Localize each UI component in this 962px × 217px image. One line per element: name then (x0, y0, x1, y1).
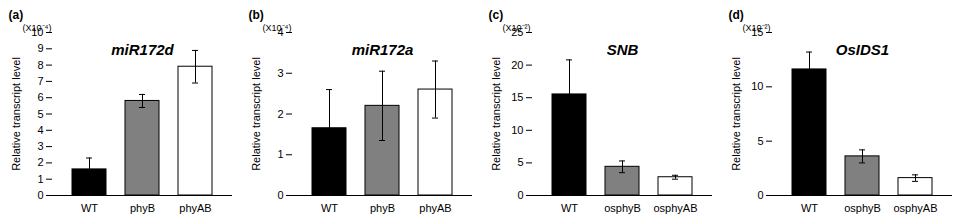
svg-text:(X10⁻⁴): (X10⁻⁴) (23, 23, 52, 33)
svg-text:5: 5 (517, 156, 523, 168)
svg-text:Relative transcript level: Relative transcript level (250, 57, 262, 171)
svg-text:Relative transcript level: Relative transcript level (10, 57, 22, 171)
svg-text:phyAB: phyAB (419, 202, 451, 214)
svg-text:phyAB: phyAB (179, 202, 211, 214)
svg-text:5: 5 (757, 135, 763, 147)
svg-text:7: 7 (37, 75, 43, 87)
svg-text:SNB: SNB (607, 41, 639, 58)
svg-text:Relative transcript level: Relative transcript level (490, 57, 502, 171)
svg-text:(X10⁻²): (X10⁻²) (503, 23, 531, 33)
svg-text:(a): (a) (9, 8, 24, 22)
svg-text:3: 3 (37, 140, 43, 152)
svg-text:osphyB: osphyB (604, 202, 641, 214)
svg-text:4: 4 (37, 124, 43, 136)
svg-text:9: 9 (37, 42, 43, 54)
svg-text:osphyAB: osphyAB (893, 202, 937, 214)
svg-text:WT: WT (321, 202, 338, 214)
svg-text:8: 8 (37, 59, 43, 71)
svg-text:15: 15 (511, 91, 523, 103)
svg-text:miR172a: miR172a (352, 41, 414, 58)
svg-text:2: 2 (37, 156, 43, 168)
svg-text:WT: WT (801, 202, 818, 214)
svg-text:10: 10 (511, 124, 523, 136)
svg-text:(c): (c) (489, 8, 504, 22)
svg-text:20: 20 (511, 59, 523, 71)
svg-text:0: 0 (277, 189, 283, 201)
svg-text:OsIDS1: OsIDS1 (836, 41, 889, 58)
svg-text:6: 6 (37, 91, 43, 103)
svg-text:Relative transcript level: Relative transcript level (730, 57, 742, 171)
svg-text:(X10⁻²): (X10⁻²) (743, 23, 771, 33)
svg-text:osphyB: osphyB (844, 202, 881, 214)
svg-text:phyB: phyB (130, 202, 155, 214)
svg-text:0: 0 (517, 189, 523, 201)
svg-text:WT: WT (81, 202, 98, 214)
svg-text:10: 10 (751, 80, 763, 92)
svg-text:phyB: phyB (370, 202, 395, 214)
svg-text:(d): (d) (729, 8, 744, 22)
svg-text:0: 0 (37, 189, 43, 201)
svg-text:2: 2 (277, 108, 283, 120)
svg-text:(X10⁻⁴): (X10⁻⁴) (263, 23, 292, 33)
svg-text:(b): (b) (249, 8, 264, 22)
svg-text:WT: WT (561, 202, 578, 214)
svg-text:0: 0 (757, 189, 763, 201)
svg-text:osphyAB: osphyAB (653, 202, 697, 214)
svg-text:miR172d: miR172d (111, 41, 174, 58)
svg-text:5: 5 (37, 108, 43, 120)
svg-text:1: 1 (277, 148, 283, 160)
svg-text:3: 3 (277, 67, 283, 79)
svg-text:1: 1 (37, 173, 43, 185)
